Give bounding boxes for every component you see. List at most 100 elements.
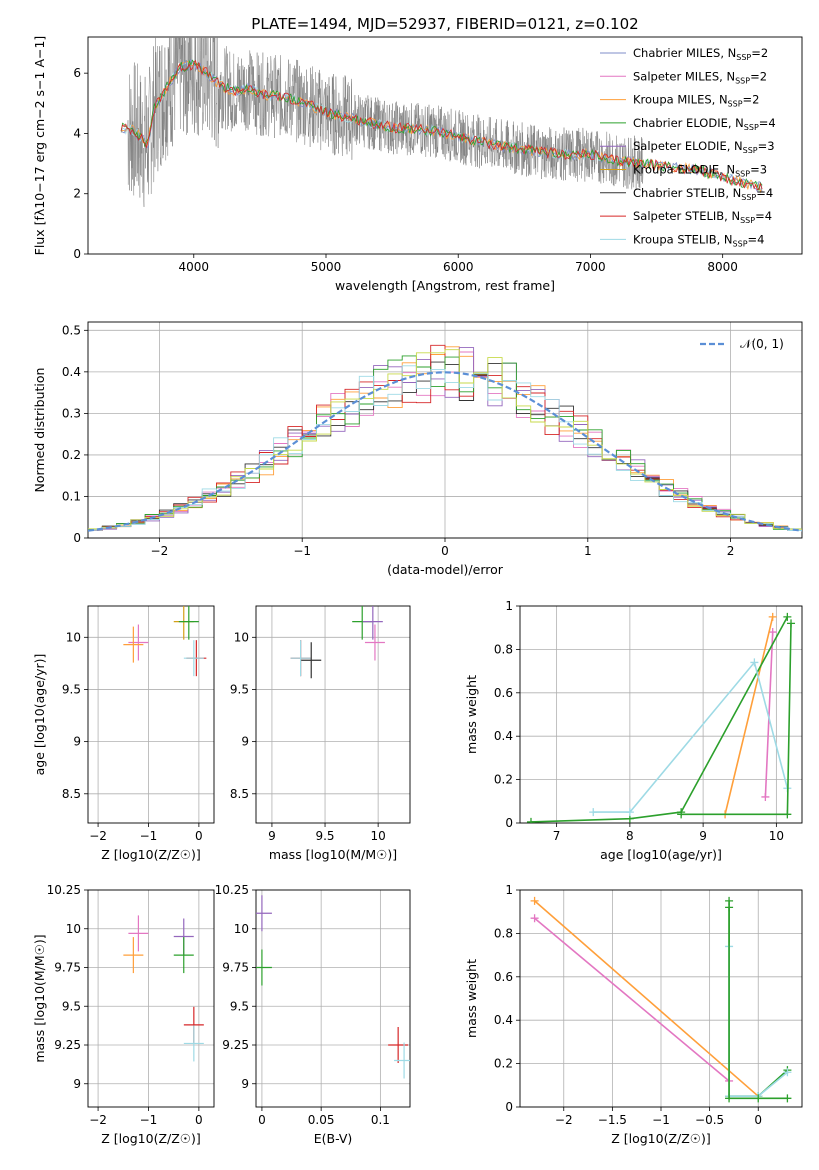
tick-label-y: 10 <box>66 922 81 936</box>
data-point <box>256 895 272 932</box>
legend-entry: Salpeter ELODIE, NSSP=3 <box>633 139 775 155</box>
tick-label-y: 0.6 <box>494 686 513 700</box>
weight-marker <box>761 792 770 801</box>
tick-label-x: 7 <box>553 829 561 843</box>
weight-marker <box>725 1094 734 1103</box>
data-point <box>173 937 194 974</box>
tick-label-y: 0.3 <box>62 406 81 420</box>
tick-label-x: 8 <box>626 829 634 843</box>
tick-label-x: 8000 <box>707 260 738 274</box>
tick-label-y: 0.2 <box>62 448 81 462</box>
tick-label-y: 0.4 <box>494 729 513 743</box>
weight-series-line <box>764 631 774 798</box>
tick-label-y: 4 <box>73 126 81 140</box>
data-point <box>290 640 311 677</box>
tick-label-x: 9 <box>699 829 707 843</box>
panel-z_age: −2 −1 0 8.5 9 9.5 10 Z [log10(Z/Z☉)] age [log10(… <box>32 605 215 862</box>
tick-label-y: 6 <box>73 66 81 80</box>
weight-series-line <box>593 660 789 813</box>
weight-series-line <box>728 907 788 1100</box>
y-axis-label: age [log10(age/yr)] <box>32 654 47 776</box>
weight-marker <box>768 612 777 621</box>
data-point <box>301 642 322 679</box>
tick-label-y: 0 <box>73 247 81 261</box>
data-point <box>183 1025 204 1062</box>
tick-label-y: 0.4 <box>62 365 81 379</box>
tick-label-y: 9 <box>73 735 81 749</box>
weight-marker <box>526 817 535 823</box>
weight-marker <box>530 896 539 905</box>
tick-label-y: 0 <box>505 816 513 830</box>
tick-label-x: −2 <box>89 1113 107 1127</box>
legend-entry: Salpeter STELIB, NSSP=4 <box>633 209 772 225</box>
tick-label-y: 9.5 <box>62 682 81 696</box>
data-layer <box>526 612 796 823</box>
weight-marker <box>783 1094 792 1103</box>
tick-label-y: 0.2 <box>494 1057 513 1071</box>
tick-label-x: 2 <box>727 544 735 558</box>
weight-marker <box>625 808 634 817</box>
tick-label-x: 6000 <box>443 260 474 274</box>
x-axis-label: Z [log10(Z/Z☉)] <box>101 847 201 862</box>
weight-marker <box>530 914 539 923</box>
legend-entry: Chabrier MILES, NSSP=2 <box>633 46 768 62</box>
tick-label-y: 10.25 <box>215 883 249 897</box>
tick-label-y: 9.5 <box>230 682 249 696</box>
residual-histogram <box>88 365 802 531</box>
data-point <box>128 915 149 952</box>
x-axis-label: mass [log10(M/M☉)] <box>269 847 397 862</box>
weight-series-line <box>681 623 792 816</box>
axes-frame <box>519 889 803 1108</box>
tick-label-y: 2 <box>73 187 81 201</box>
data-layer <box>530 896 792 1103</box>
data-point <box>388 1027 409 1063</box>
figure-title: PLATE=1494, MJD=52937, FIBERID=0121, z=0… <box>251 15 638 33</box>
tick-label-x: 0 <box>441 544 449 558</box>
tick-label-y: 0.8 <box>494 642 513 656</box>
tick-label-y: 9.25 <box>54 1038 81 1052</box>
data-layer <box>88 344 802 532</box>
x-axis-label: wavelength [Angstrom, rest frame] <box>335 278 555 293</box>
weight-marker <box>589 808 598 817</box>
data-layer <box>120 37 763 207</box>
tick-label-x: −1 <box>652 1113 670 1127</box>
tick-label-y: 10 <box>234 922 249 936</box>
tick-label-y: 9 <box>241 1077 249 1091</box>
tick-label-x: −0.5 <box>695 1113 724 1127</box>
tick-label-y: 9 <box>73 1077 81 1091</box>
tick-label-y: 9.75 <box>54 961 81 975</box>
model-spectrum <box>120 59 763 191</box>
weight-marker <box>750 658 759 667</box>
panel-residuals: −2 −1 0 1 2 0 0.1 0.2 0.3 0.4 0.5 (data-model)/erro… <box>32 321 803 577</box>
tick-label-y: 9 <box>241 735 249 749</box>
weight-marker <box>725 903 734 912</box>
panel-mass_age: 9 9.5 10 8.5 9 9.5 10 mass [log10(M/M☉)] <box>230 605 411 862</box>
plot-area <box>88 606 214 823</box>
panel-age_weight: 7 8 9 10 0 0.2 0.4 0.6 0.8 1 age [log10(age/yr)] ma… <box>464 599 803 862</box>
axes-frame <box>255 889 411 1108</box>
tick-label-y: 0.8 <box>494 926 513 940</box>
tick-label-x: 0.1 <box>371 1113 390 1127</box>
legend-entry: Chabrier ELODIE, NSSP=4 <box>633 116 776 132</box>
x-axis-label: Z [log10(Z/Z☉)] <box>101 1131 201 1146</box>
x-axis-label: age [log10(age/yr)] <box>600 847 722 862</box>
spectrum-legend: Chabrier MILES, NSSP=2 Salpeter MILES, NS… <box>600 46 776 248</box>
y-axis-label: Flux [fλ10−17 erg cm−2 s−1 A−1] <box>32 36 47 256</box>
x-axis-label: E(B-V) <box>314 1131 353 1146</box>
residual-histogram <box>88 349 802 530</box>
plot-area <box>520 889 802 1108</box>
tick-label-y: 8.5 <box>230 787 249 801</box>
weight-series-line <box>534 900 759 1097</box>
panel-spectrum: 4000 5000 6000 7000 8000 0 2 4 6 wavelength [Angs… <box>32 36 803 293</box>
tick-label-x: 10 <box>769 829 784 843</box>
tick-label-x: −1 <box>293 544 311 558</box>
data-point <box>128 624 149 661</box>
data-point <box>178 606 199 640</box>
tick-label-x: 10 <box>370 829 385 843</box>
tick-label-y: 0.2 <box>494 773 513 787</box>
data-point <box>256 949 272 986</box>
tick-label-x: 5000 <box>311 260 342 274</box>
x-axis-label: (data-model)/error <box>387 562 504 577</box>
tick-label-y: 9.75 <box>222 961 249 975</box>
plot-area <box>88 889 214 1107</box>
